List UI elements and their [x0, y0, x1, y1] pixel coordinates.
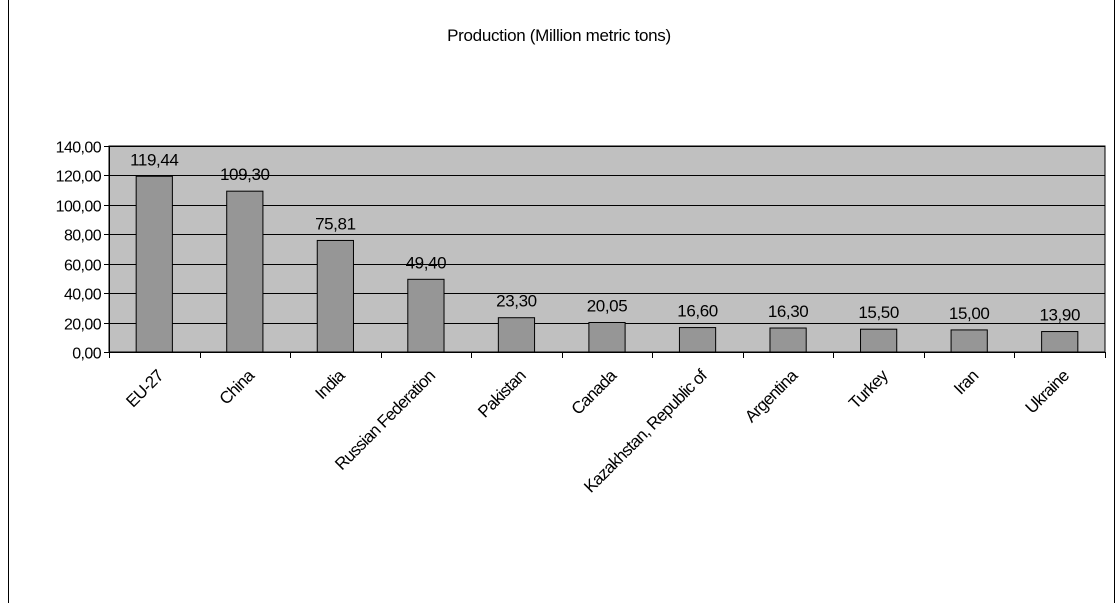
y-tick-label: 0,00 [72, 346, 101, 363]
x-category-label: Iran [950, 366, 982, 398]
x-category-label: Pakistan [474, 366, 529, 421]
y-tick-label: 20,00 [64, 317, 102, 334]
x-category-label: EU-27 [122, 366, 167, 411]
y-tick-label: 40,00 [64, 287, 102, 304]
bar [497, 317, 536, 353]
data-label: 15,00 [949, 304, 990, 323]
data-label: 23,30 [496, 292, 537, 311]
bar [407, 278, 445, 353]
bar [678, 327, 717, 353]
plot-area: 0,00 20,00 40,00 60,00 80,00 100,00 120,00 140,… [56, 140, 1106, 496]
y-tick-label: 120,00 [56, 169, 102, 186]
x-category-label: China [216, 365, 259, 408]
bar [226, 190, 264, 353]
data-label: 15,50 [858, 303, 899, 322]
bar [135, 175, 173, 353]
x-category-label: Ukraine [1022, 366, 1073, 417]
bar [860, 328, 898, 353]
bar [769, 327, 807, 353]
data-label: 16,60 [677, 302, 718, 321]
data-label: 20,05 [587, 296, 628, 315]
x-category-label: Canada [568, 365, 621, 418]
x-category-label: India [312, 365, 350, 403]
x-category-label: Russian Federation [331, 366, 439, 474]
bar [1041, 331, 1079, 353]
y-tick-label: 140,00 [56, 140, 102, 157]
chart-title: Production (Million metric tons) [447, 26, 671, 45]
data-label: 109,30 [220, 165, 270, 184]
data-label: 13,90 [1039, 306, 1080, 325]
x-category-label: Argentina [741, 365, 802, 426]
bar [950, 329, 988, 353]
y-tick-label: 100,00 [56, 199, 102, 216]
y-tick-label: 80,00 [64, 228, 102, 245]
data-label: 75,81 [315, 214, 356, 233]
data-label: 49,40 [406, 253, 447, 272]
bar [316, 239, 354, 353]
data-label: 119,44 [130, 150, 178, 169]
y-tick-label: 60,00 [64, 258, 102, 275]
plot-background [108, 145, 1106, 353]
x-category-label: Turkey [845, 365, 892, 412]
data-label: 16,30 [768, 302, 809, 321]
bar [588, 321, 626, 353]
